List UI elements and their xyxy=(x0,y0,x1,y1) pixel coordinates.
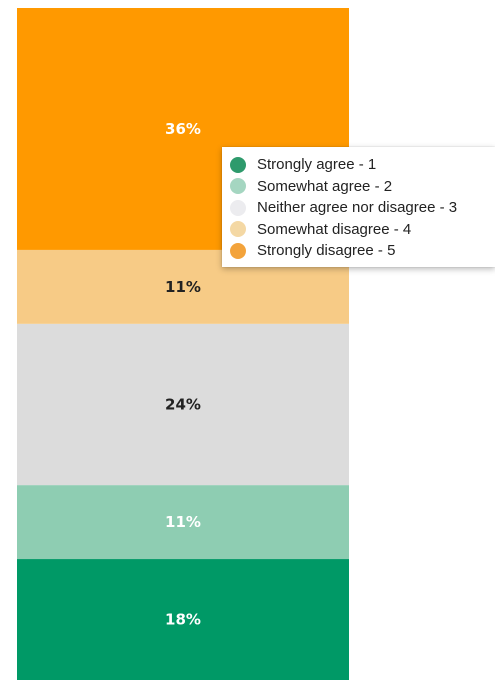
legend-item-label: Somewhat disagree - 4 xyxy=(257,220,412,238)
legend-color-dot xyxy=(230,199,246,216)
data-label-somewhat-agree-2: 11% xyxy=(165,513,201,531)
legend-color-dot xyxy=(230,221,246,238)
data-label-somewhat-disagree-4: 11% xyxy=(165,278,201,296)
legend-color-dot xyxy=(230,242,246,259)
data-label-strongly-disagree-5: 36% xyxy=(165,120,201,138)
bar-segment-neither-agree-nor-disagree-3[interactable] xyxy=(17,323,349,486)
legend-item-label: Somewhat agree - 2 xyxy=(257,177,393,195)
bar-segment-strongly-agree-1[interactable] xyxy=(17,559,349,680)
data-label-neither-agree-nor-disagree-3: 24% xyxy=(165,395,201,413)
legend-item-label: Strongly disagree - 5 xyxy=(257,242,396,260)
chart-legend: Strongly agree - 1 Somewhat agree - 2 Ne… xyxy=(222,147,495,267)
legend-item-somewhat-agree[interactable]: Somewhat agree - 2 xyxy=(222,176,495,198)
bar-segment-somewhat-agree-2[interactable] xyxy=(17,485,349,560)
legend-item-somewhat-disagree[interactable]: Somewhat disagree - 4 xyxy=(222,219,495,241)
legend-item-label: Neither agree nor disagree - 3 xyxy=(257,199,458,217)
legend-item-label: Strongly agree - 1 xyxy=(257,156,377,174)
data-label-strongly-agree-1: 18% xyxy=(165,611,201,629)
legend-item-strongly-agree[interactable]: Strongly agree - 1 xyxy=(222,154,495,176)
legend-color-dot xyxy=(230,156,246,173)
legend-item-neither[interactable]: Neither agree nor disagree - 3 xyxy=(222,197,495,219)
legend-item-strongly-disagree[interactable]: Strongly disagree - 5 xyxy=(222,240,495,262)
legend-color-dot xyxy=(230,178,246,195)
